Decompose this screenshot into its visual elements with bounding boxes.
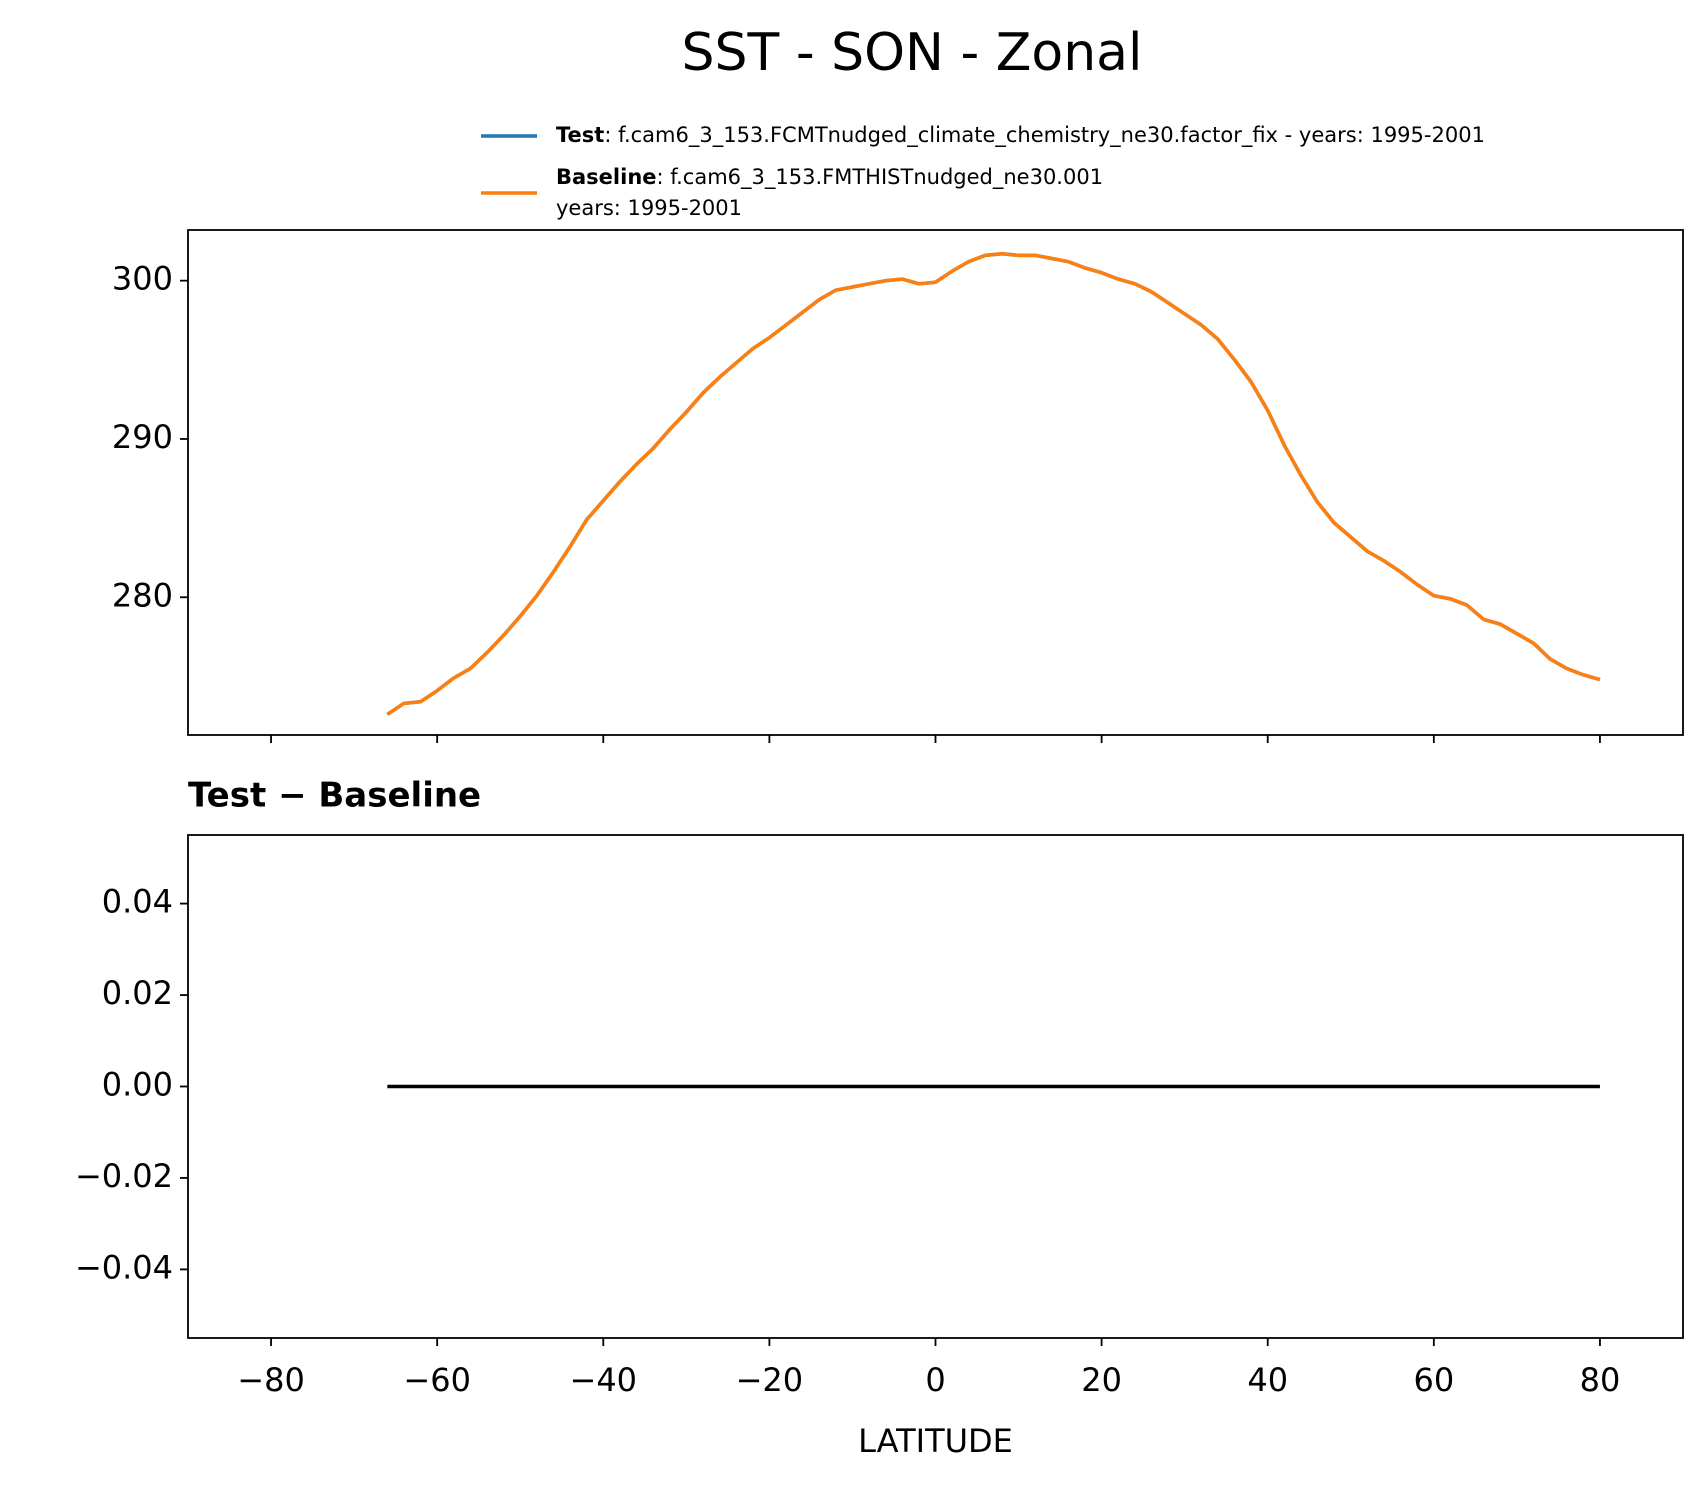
y-tick-label: 300 <box>112 260 173 298</box>
x-tick-label: 60 <box>1413 1361 1454 1399</box>
x-tick-label: −40 <box>570 1361 638 1399</box>
legend-label: Test: f.cam6_3_153.FCMTnudged_climate_ch… <box>556 123 1485 148</box>
x-tick-label: 40 <box>1247 1361 1288 1399</box>
x-tick-label: −80 <box>237 1361 305 1399</box>
axes-title: Test − Baseline <box>188 776 481 816</box>
x-tick-label: −60 <box>403 1361 471 1399</box>
x-tick-label: 20 <box>1081 1361 1122 1399</box>
legend-name: Test <box>556 123 604 147</box>
legend-text: : f.cam6_3_153.FMTHISTnudged_ne30.001 <box>657 165 1104 190</box>
figure-title: SST - SON - Zonal <box>682 23 1143 83</box>
y-tick-label: 0.00 <box>102 1066 173 1104</box>
y-tick-label: 0.04 <box>102 883 173 921</box>
x-tick-label: 80 <box>1580 1361 1621 1399</box>
x-axis-label: LATITUDE <box>858 1422 1013 1460</box>
legend-label: Baseline: f.cam6_3_153.FMTHISTnudged_ne3… <box>556 165 1103 220</box>
legend-text: years: 1995-2001 <box>556 196 742 220</box>
x-tick-label: −20 <box>736 1361 804 1399</box>
x-tick-label: 0 <box>925 1361 945 1399</box>
data-line <box>386 252 1601 716</box>
data-line <box>386 252 1601 716</box>
legend-text: : f.cam6_3_153.FCMTnudged_climate_chemis… <box>604 123 1485 148</box>
y-tick-label: −0.04 <box>75 1248 173 1286</box>
axes-frame <box>187 229 1684 736</box>
y-tick-label: −0.02 <box>75 1157 173 1195</box>
y-tick-label: 290 <box>112 418 173 456</box>
y-tick-label: 0.02 <box>102 974 173 1012</box>
y-tick-label: 280 <box>112 576 173 614</box>
legend-name: Baseline <box>556 165 657 189</box>
